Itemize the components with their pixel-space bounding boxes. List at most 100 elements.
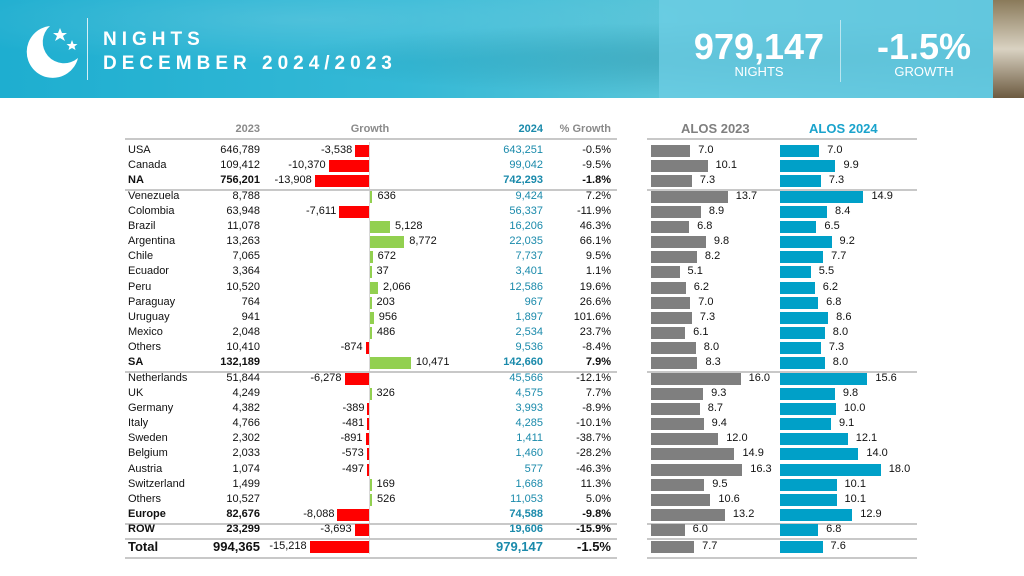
region-name: Switzerland — [128, 477, 185, 490]
pct-growth: 11.3% — [580, 477, 611, 490]
growth-label: 169 — [376, 477, 395, 490]
nights-2023: 82,676 — [226, 508, 260, 521]
alos-2023-value: 7.7 — [702, 540, 718, 553]
nights-2023: 63,948 — [226, 204, 260, 217]
growth-bar — [370, 296, 372, 309]
alos-2023-value: 16.0 — [748, 371, 771, 384]
growth-bar — [370, 357, 411, 370]
alos-2024-value: 9.9 — [843, 159, 859, 172]
region-name: Belgium — [128, 447, 168, 460]
alos-2023-value: 13.2 — [732, 508, 755, 521]
region-name: SA — [128, 356, 144, 369]
alos-2024-bar — [780, 296, 819, 309]
growth-label: -481 — [342, 417, 365, 430]
growth-label: 672 — [377, 250, 396, 263]
alos-2024-value: 6.8 — [826, 523, 842, 536]
alos-2023-value: 6.0 — [692, 523, 708, 536]
nights-2024: 3,401 — [515, 265, 543, 278]
beach-photo — [993, 0, 1024, 98]
growth-label: 486 — [376, 326, 396, 339]
alos-2023-bar — [651, 418, 704, 431]
group-separator — [647, 189, 917, 191]
alos-2024-value: 12.9 — [860, 508, 882, 521]
alos-2023-value: 8.7 — [707, 401, 724, 414]
pct-growth: 101.6% — [573, 310, 611, 323]
alos-2023-value: 10.1 — [715, 159, 737, 172]
table-row: Netherlands 51,844 -6,278 45,566 -12.1% 16.0 1… — [0, 371, 1024, 386]
growth-bar — [344, 372, 369, 385]
alos-2024-bar — [780, 402, 836, 415]
group-separator — [647, 557, 917, 559]
nights-2024: 2,534 — [515, 326, 543, 339]
region-name: Argentina — [128, 235, 176, 248]
col-2024: 2024 — [518, 123, 543, 135]
alos-2024-bar — [780, 493, 837, 506]
nights-2024: 742,293 — [503, 174, 543, 187]
nights-2023: 4,382 — [232, 401, 260, 414]
alos-2024-bar — [780, 418, 831, 431]
header-rule-alos — [647, 138, 917, 140]
nights-2024: 12,586 — [509, 280, 543, 293]
alos-2024-value: 8.6 — [836, 310, 852, 323]
region-name: Sweden — [128, 432, 168, 445]
table-row: Others 10,410 -874 9,536 -8.4% 8.0 7.3 — [0, 340, 1024, 355]
col-alos-2023: ALOS 2023 — [681, 121, 750, 136]
growth-label: 5,128 — [394, 219, 423, 232]
alos-2023-value: 14.9 — [742, 447, 764, 460]
alos-2024-bar — [780, 175, 821, 188]
region-name: Venezuela — [128, 189, 180, 202]
nights-2023: 10,410 — [226, 341, 260, 354]
pct-growth: 66.1% — [579, 235, 611, 248]
alos-2023-value: 10.6 — [718, 492, 740, 505]
table-row: UK 4,249 326 4,575 7.7% 9.3 9.8 — [0, 386, 1024, 401]
growth-bar — [366, 448, 369, 461]
nights-2024: 3,993 — [515, 401, 543, 414]
alos-2023-bar — [651, 357, 698, 370]
growth-label: -13,908 — [274, 174, 312, 187]
nights-2024: 99,042 — [509, 159, 543, 172]
growth-bar — [367, 402, 369, 415]
table-row: Total 994,365 -15,218 979,147 -1.5% 7.7 7.6 — [0, 539, 1024, 554]
table-row: Switzerland 1,499 169 1,668 11.3% 9.5 10.1 — [0, 477, 1024, 492]
title-line1: NIGHTS — [103, 29, 205, 50]
alos-2024-bar — [780, 205, 828, 218]
growth-label: 326 — [376, 386, 395, 399]
alos-2023-bar — [651, 175, 692, 188]
table-row: Italy 4,766 -481 4,285 -10.1% 9.4 9.1 — [0, 416, 1024, 431]
nights-2024: 979,147 — [496, 539, 543, 555]
nights-2023: 51,844 — [226, 371, 260, 384]
growth-bar — [354, 524, 369, 537]
growth-label: GROWTH — [894, 64, 954, 79]
pct-growth: 7.7% — [585, 386, 611, 399]
group-separator — [647, 538, 917, 540]
region-name: Europe — [128, 508, 166, 521]
pct-growth: 46.3% — [579, 219, 611, 232]
alos-2024-bar — [780, 541, 823, 554]
alos-2024-value: 6.2 — [822, 280, 839, 293]
region-name: ROW — [128, 523, 155, 536]
growth-bar — [370, 266, 372, 279]
growth-label: -8,088 — [303, 508, 335, 521]
pct-growth: -9.5% — [582, 159, 611, 172]
table-row: Others 10,527 526 11,053 5.0% 10.6 10.1 — [0, 492, 1024, 507]
table-row: Austria 1,074 -497 577 -46.3% 16.3 18.0 — [0, 462, 1024, 477]
alos-2023-bar — [651, 251, 697, 264]
alos-2023-value: 16.3 — [750, 462, 772, 475]
growth-label: 636 — [377, 189, 396, 202]
pct-growth: -46.3% — [576, 462, 611, 475]
growth-label: -3,693 — [320, 523, 352, 536]
growth-label: -573 — [341, 447, 364, 460]
pct-growth: -28.2% — [576, 447, 611, 460]
alos-2024-bar — [780, 311, 829, 324]
nights-2024: 16,206 — [509, 219, 543, 232]
group-separator — [125, 538, 617, 540]
region-name: Others — [128, 341, 162, 354]
nights-2024: 9,424 — [515, 189, 543, 202]
growth-axis — [369, 142, 370, 554]
table-row: Germany 4,382 -389 3,993 -8.9% 8.7 10.0 — [0, 401, 1024, 416]
alos-2024-value: 6.8 — [826, 295, 842, 308]
alos-2023-value: 9.3 — [711, 386, 727, 399]
alos-2024-bar — [780, 433, 848, 446]
col-alos-2024: ALOS 2024 — [809, 121, 878, 136]
growth-bar — [314, 175, 369, 188]
